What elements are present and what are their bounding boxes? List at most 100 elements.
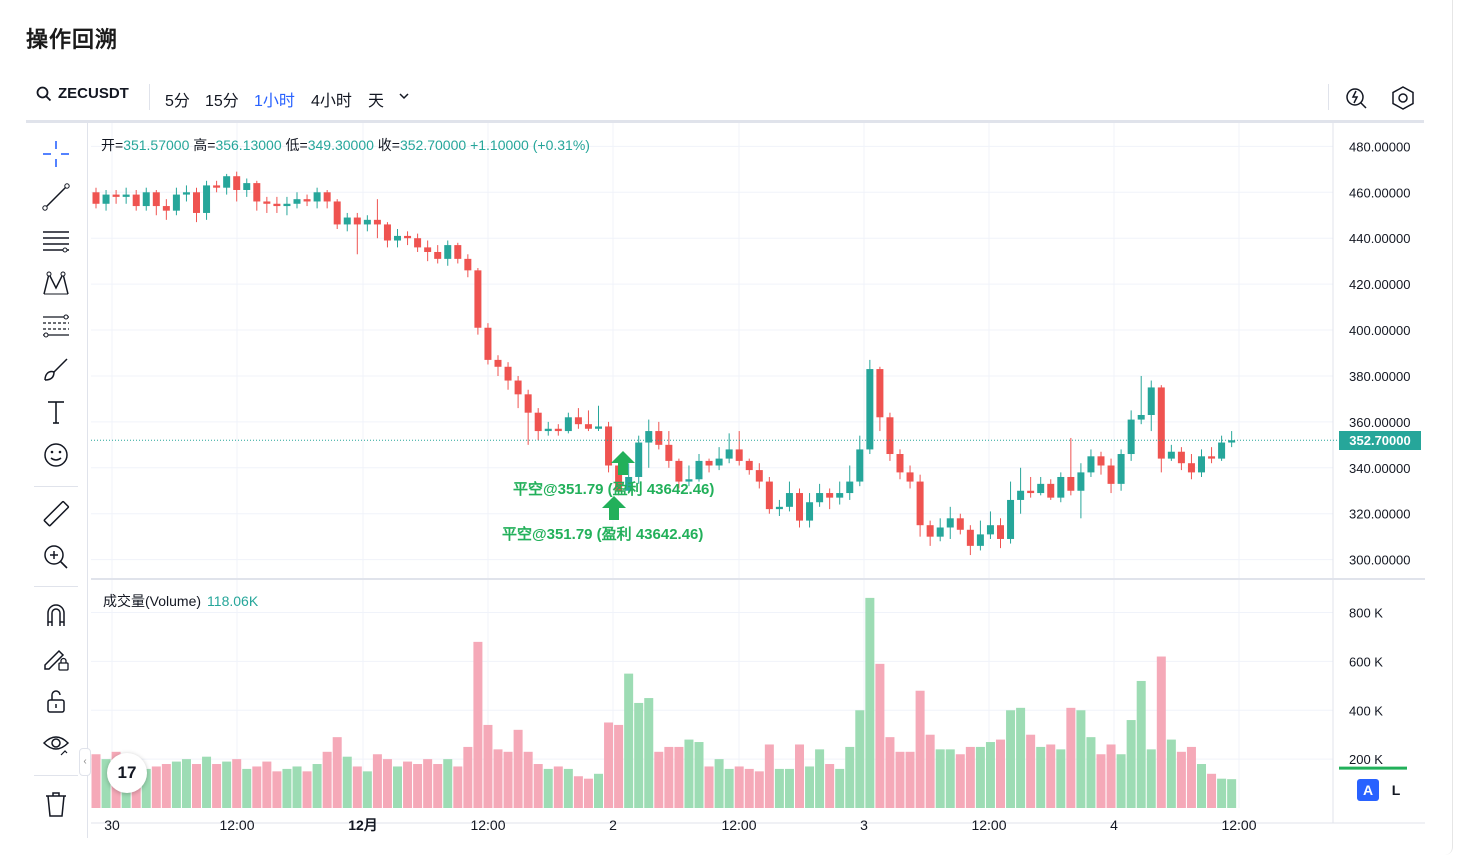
volume-bar — [825, 764, 835, 808]
unlock-icon[interactable] — [38, 683, 74, 719]
volume-bar — [553, 766, 563, 808]
volume-bar — [1176, 751, 1186, 808]
logo-text: 17 — [117, 763, 137, 782]
candlestick-chart[interactable]: 480.00000 460.00000 440.00000 420.00000 400.… — [91, 123, 1425, 843]
volume-bar — [453, 766, 463, 808]
candle-body — [1167, 451, 1175, 459]
tool-divider-3 — [34, 775, 78, 776]
candle-body — [1017, 490, 1025, 500]
chart-area[interactable]: 480.00000 460.00000 440.00000 420.00000 400.… — [91, 123, 1425, 843]
lock-drawing-icon[interactable] — [38, 640, 74, 676]
chevron-down-icon[interactable] — [394, 86, 414, 106]
open-value: 351.57000 — [123, 137, 190, 153]
candle-body — [253, 183, 261, 202]
candle-body — [1198, 456, 1205, 473]
volume-bar — [855, 710, 865, 808]
candle-body — [886, 417, 894, 455]
candle-body — [1067, 476, 1075, 491]
candle-body — [564, 417, 572, 432]
volume-bar — [1006, 710, 1016, 808]
candle-body — [1007, 499, 1015, 539]
zoom-in-icon[interactable] — [38, 539, 74, 575]
candle-body — [193, 192, 200, 213]
volume-bar — [232, 759, 242, 808]
eye-icon[interactable] — [38, 726, 74, 762]
brush-icon[interactable] — [38, 351, 74, 387]
volume-bar — [845, 746, 855, 808]
volume-bar — [1186, 746, 1196, 808]
volume-bar — [915, 690, 925, 808]
candle-body — [705, 460, 713, 466]
interval-1h[interactable]: 1小时 — [254, 93, 295, 110]
candle-body — [323, 192, 331, 202]
crosshair-icon[interactable] — [38, 136, 74, 172]
magnet-icon[interactable] — [38, 597, 74, 633]
volume-bar — [664, 746, 674, 808]
volume-bar — [784, 768, 794, 808]
current-price-tag: 352.70000 — [1339, 431, 1421, 451]
symbol-search[interactable]: ZECUSDT — [36, 85, 129, 102]
candle-body — [1137, 414, 1145, 420]
candle-body — [1037, 483, 1045, 494]
candle-body — [404, 235, 412, 239]
interval-15m[interactable]: 15分 — [205, 93, 239, 110]
toolbar-bottom-border — [26, 120, 1424, 123]
trade-marker-label-lower: 平空@351.79 (盈利 43642.46) — [502, 525, 703, 543]
candle-body — [1047, 483, 1055, 498]
interval-5m[interactable]: 5分 — [165, 93, 190, 110]
candle-body — [775, 506, 783, 510]
horizontal-lines-icon[interactable] — [38, 222, 74, 258]
price-axis-label: 420.00000 — [1349, 277, 1410, 292]
volume-bar — [955, 754, 965, 808]
emoji-icon[interactable] — [38, 437, 74, 473]
candle-body — [1027, 490, 1035, 494]
settings-icon[interactable] — [1388, 83, 1418, 113]
tradingview-logo[interactable]: 17 — [107, 753, 147, 793]
volume-bar — [865, 597, 875, 808]
quick-replay-icon[interactable] — [1342, 83, 1372, 113]
volume-bar — [403, 761, 413, 808]
candle-body — [986, 525, 994, 535]
volume-bar — [1197, 764, 1206, 808]
volume-bar — [382, 759, 392, 808]
volume-bar — [523, 751, 533, 808]
volume-bar — [212, 764, 222, 808]
volume-bar — [1026, 734, 1036, 808]
log-scale-button[interactable]: L — [1385, 779, 1407, 801]
candle-body — [645, 431, 653, 443]
volume-bar — [161, 764, 171, 808]
candle-body — [1057, 476, 1065, 498]
auto-scale-button[interactable]: A — [1357, 779, 1379, 801]
volume-bar — [594, 773, 603, 808]
ruler-icon[interactable] — [38, 496, 74, 532]
trash-icon[interactable] — [38, 786, 74, 822]
collapse-toolbar-button[interactable]: ‹ — [79, 748, 91, 776]
candle-body — [1117, 454, 1125, 484]
candle-body — [896, 454, 904, 473]
candle-body — [434, 251, 442, 259]
text-icon[interactable] — [38, 394, 74, 430]
volume-bar — [362, 771, 372, 808]
candle-body — [414, 238, 422, 248]
volume-bar — [1086, 737, 1096, 808]
volume-bar — [332, 737, 342, 808]
volume-bar — [1076, 710, 1086, 808]
candle-body — [514, 380, 522, 395]
price-axis-label: 340.00000 — [1349, 461, 1410, 476]
candle-body — [353, 217, 361, 225]
volume-bar — [1126, 720, 1136, 808]
interval-4h[interactable]: 4小时 — [311, 93, 352, 110]
pattern-icon[interactable] — [38, 265, 74, 301]
fib-retracement-icon[interactable] — [38, 308, 74, 344]
candle-body — [956, 518, 964, 530]
volume-bar — [352, 766, 362, 808]
candle-body — [997, 525, 1004, 539]
trend-line-icon[interactable] — [38, 179, 74, 215]
volume-bar — [684, 739, 694, 808]
chart-toolbar: ZECUSDT 5分 15分 1小时 4小时 天 — [26, 78, 1424, 118]
volume-bar — [443, 759, 453, 808]
volume-bar — [493, 749, 503, 808]
interval-1d[interactable]: 天 — [368, 93, 385, 110]
volume-bar — [503, 751, 513, 808]
candle-body — [484, 327, 492, 360]
